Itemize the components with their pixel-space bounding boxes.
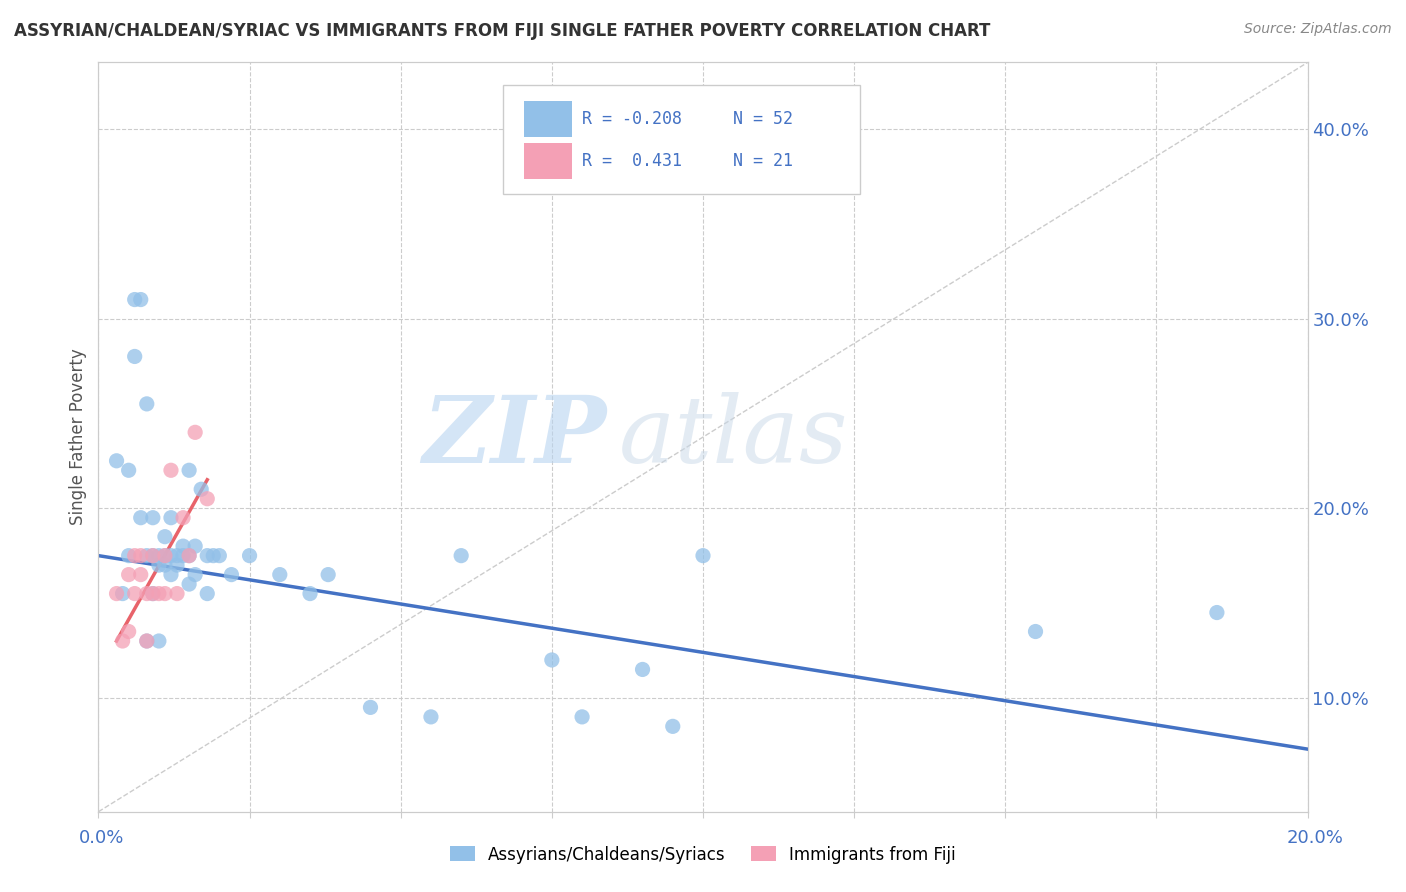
Point [118,624,141,639]
Point [179,577,201,591]
Point [129,567,152,582]
Point [316,567,339,582]
Point [135,634,157,648]
Point [166,586,188,600]
Y-axis label: Single Father Poverty: Single Father Poverty [69,349,87,525]
Point [153,549,176,563]
Point [450,549,472,563]
Point [420,710,443,724]
Point [179,549,201,563]
Point [105,586,128,600]
Text: N = 52: N = 52 [734,111,793,128]
Point [179,549,201,563]
Point [631,663,654,677]
Point [153,530,176,544]
Point [124,293,146,307]
Point [269,567,291,582]
Point [160,567,183,582]
Point [118,567,141,582]
Point [118,463,141,477]
Point [148,549,170,563]
Point [208,549,231,563]
Point [299,586,322,600]
Point [129,510,152,524]
Point [142,586,165,600]
Point [129,549,152,563]
Point [135,634,157,648]
Point [142,586,165,600]
Point [160,463,183,477]
Point [105,454,128,468]
Point [172,549,194,563]
Point [160,549,183,563]
Text: Source: ZipAtlas.com: Source: ZipAtlas.com [1244,22,1392,37]
Point [129,293,152,307]
Point [195,491,218,506]
Point [124,586,146,600]
Point [190,482,212,496]
Bar [524,102,572,137]
Point [153,558,176,573]
Point [239,549,262,563]
Point [160,510,183,524]
Point [118,549,141,563]
Point [166,549,188,563]
Point [142,549,165,563]
Point [661,719,683,733]
Legend: Assyrians/Chaldeans/Syriacs, Immigrants from Fiji: Assyrians/Chaldeans/Syriacs, Immigrants … [443,839,963,871]
Text: 20.0%: 20.0% [1286,829,1343,847]
Point [360,700,382,714]
Point [195,549,218,563]
Point [571,710,593,724]
Point [1024,624,1046,639]
Text: atlas: atlas [619,392,848,482]
Point [202,549,225,563]
Point [172,539,194,553]
Point [142,510,165,524]
FancyBboxPatch shape [503,85,860,194]
Point [148,634,170,648]
Point [184,567,207,582]
Point [148,586,170,600]
Point [153,549,176,563]
Text: N = 21: N = 21 [734,152,793,169]
Text: R = -0.208: R = -0.208 [582,111,682,128]
Text: 0.0%: 0.0% [79,829,124,847]
Point [221,567,243,582]
Point [124,350,146,364]
Point [1206,606,1229,620]
Text: ASSYRIAN/CHALDEAN/SYRIAC VS IMMIGRANTS FROM FIJI SINGLE FATHER POVERTY CORRELATI: ASSYRIAN/CHALDEAN/SYRIAC VS IMMIGRANTS F… [14,22,990,40]
Point [153,586,176,600]
Point [184,425,207,440]
Point [195,586,218,600]
Point [135,549,157,563]
Point [540,653,562,667]
Point [179,463,201,477]
Point [142,549,165,563]
Bar [524,143,572,178]
Text: R =  0.431: R = 0.431 [582,152,682,169]
Point [124,549,146,563]
Point [135,586,157,600]
Text: ZIP: ZIP [422,392,606,482]
Point [135,397,157,411]
Point [166,558,188,573]
Point [184,539,207,553]
Point [692,549,714,563]
Point [111,586,134,600]
Point [172,510,194,524]
Point [111,634,134,648]
Point [148,558,170,573]
